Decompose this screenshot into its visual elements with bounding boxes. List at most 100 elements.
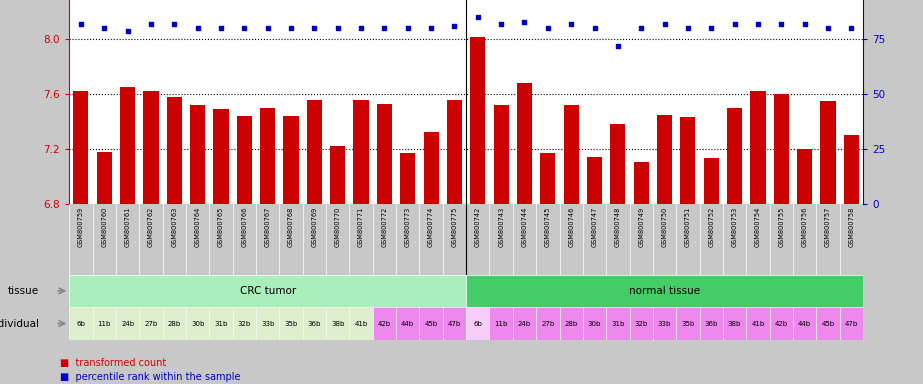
Bar (657, 114, 672, 204)
Bar (419, 307, 443, 340)
Bar (97, 152, 112, 204)
Text: 47b: 47b (448, 321, 462, 326)
Text: GSM800744: GSM800744 (521, 207, 527, 247)
Point (471, 14, 485, 20)
Bar (840, 307, 863, 340)
Text: GSM800766: GSM800766 (241, 207, 247, 247)
Bar (210, 307, 233, 340)
Point (120, 28, 135, 34)
Text: 32b: 32b (238, 321, 251, 326)
Bar (190, 105, 205, 204)
Point (213, 25, 228, 31)
Text: 31b: 31b (611, 321, 625, 326)
Point (704, 25, 719, 31)
Text: 32b: 32b (635, 321, 648, 326)
Bar (844, 135, 859, 204)
Text: 24b: 24b (518, 321, 531, 326)
Bar (653, 307, 677, 340)
Point (564, 21, 579, 27)
Point (401, 25, 415, 31)
Text: 6b: 6b (77, 321, 85, 326)
Text: 38b: 38b (728, 321, 741, 326)
Point (260, 25, 275, 31)
Bar (587, 157, 602, 204)
Point (727, 21, 742, 27)
Bar (233, 307, 256, 340)
Bar (494, 105, 509, 204)
Point (844, 25, 858, 31)
Text: GSM800754: GSM800754 (755, 207, 761, 247)
Text: GSM800763: GSM800763 (172, 207, 177, 247)
Point (74, 21, 89, 27)
Text: GSM800756: GSM800756 (802, 207, 808, 247)
Bar (354, 99, 368, 204)
Bar (330, 146, 345, 204)
Bar (443, 307, 466, 340)
Text: 36b: 36b (307, 321, 321, 326)
Bar (73, 91, 89, 204)
Text: 45b: 45b (821, 321, 834, 326)
Text: 36b: 36b (704, 321, 718, 326)
Bar (69, 307, 92, 340)
Text: GSM800745: GSM800745 (545, 207, 551, 247)
Bar (120, 87, 135, 204)
Bar (424, 132, 438, 204)
Bar (280, 307, 303, 340)
Bar (816, 307, 840, 340)
Bar (680, 118, 696, 204)
Bar (773, 94, 789, 204)
Bar (564, 105, 579, 204)
Bar (306, 99, 322, 204)
Text: CRC tumor: CRC tumor (240, 286, 295, 296)
Text: GSM800751: GSM800751 (685, 207, 691, 247)
Bar (470, 36, 485, 204)
Point (797, 21, 812, 27)
Text: GSM800742: GSM800742 (474, 207, 481, 247)
Bar (143, 91, 159, 204)
Bar (186, 307, 210, 340)
Point (773, 21, 788, 27)
Bar (69, 275, 466, 307)
Bar (303, 307, 326, 340)
Bar (582, 307, 606, 340)
Bar (727, 108, 742, 204)
Text: GSM800747: GSM800747 (592, 207, 597, 247)
Point (750, 21, 765, 27)
Point (517, 19, 532, 25)
Text: 27b: 27b (144, 321, 158, 326)
Text: 28b: 28b (565, 321, 578, 326)
Bar (139, 307, 162, 340)
Point (424, 25, 438, 31)
Bar (559, 307, 582, 340)
Text: 11b: 11b (98, 321, 111, 326)
Text: GSM800758: GSM800758 (848, 207, 855, 247)
Bar (447, 99, 462, 204)
Bar (610, 124, 626, 204)
Point (377, 25, 391, 31)
Text: GSM800761: GSM800761 (125, 207, 130, 247)
Bar (167, 97, 182, 204)
Text: GSM800749: GSM800749 (638, 207, 644, 247)
Point (97, 25, 112, 31)
Bar (703, 158, 719, 204)
Text: 30b: 30b (191, 321, 204, 326)
Bar (92, 307, 116, 340)
Point (144, 21, 159, 27)
Bar (396, 307, 419, 340)
Text: GSM800750: GSM800750 (662, 207, 667, 247)
Point (494, 21, 509, 27)
Bar (633, 162, 649, 204)
Bar (326, 307, 350, 340)
Text: 11b: 11b (495, 321, 508, 326)
Bar (629, 307, 653, 340)
Bar (256, 307, 280, 340)
Text: GSM800765: GSM800765 (218, 207, 224, 247)
Bar (677, 307, 700, 340)
Point (330, 25, 345, 31)
Bar (489, 307, 513, 340)
Point (283, 25, 298, 31)
Point (821, 25, 835, 31)
Text: GSM800770: GSM800770 (335, 207, 341, 247)
Text: 47b: 47b (845, 321, 858, 326)
Bar (517, 83, 532, 204)
